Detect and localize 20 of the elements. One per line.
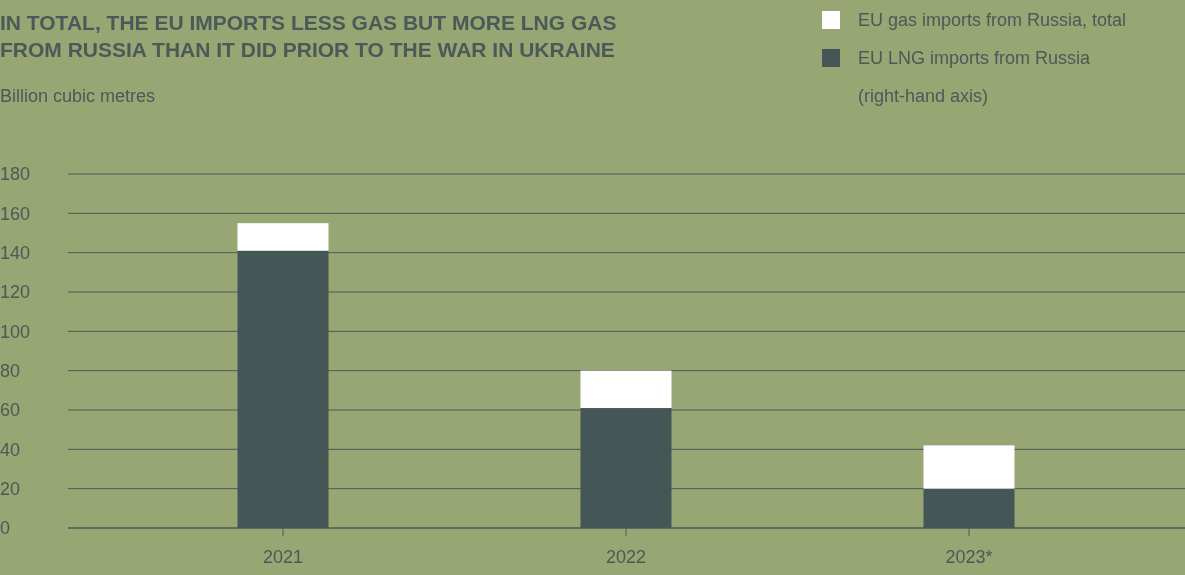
y-tick-label: 140 <box>0 242 31 263</box>
y-tick-label: 160 <box>0 203 31 224</box>
x-tick-label: 2022 <box>605 547 647 567</box>
legend-label: EU LNG imports from Russia (right-hand axis) <box>858 48 1092 107</box>
y-tick-label: 40 <box>0 439 21 460</box>
x-tick-label: 2023* <box>945 547 993 567</box>
y-tick-label: 80 <box>0 360 21 381</box>
y-tick-label: 120 <box>0 282 31 303</box>
y-tick-label: 60 <box>0 400 21 421</box>
bar <box>923 445 1015 489</box>
legend-label: EU gas imports from Russia, total <box>858 10 1127 31</box>
y-tick-label: 0 <box>0 518 11 539</box>
chart-subtitle: Billion cubic metres <box>0 86 156 106</box>
y-tick-label: 180 <box>0 164 31 185</box>
bar <box>237 223 329 251</box>
bar <box>580 370 672 409</box>
chart-title: IN TOTAL, THE EU IMPORTS LESS GAS BUT MORE LNG GAS FROM RUSSIA THAN IT DID PRIOR TO THE WAR IN UKRAINE <box>0 11 617 61</box>
y-tick-label: 100 <box>0 321 31 342</box>
y-tick-label: 20 <box>0 478 21 499</box>
x-tick-label: 2021 <box>262 547 304 567</box>
